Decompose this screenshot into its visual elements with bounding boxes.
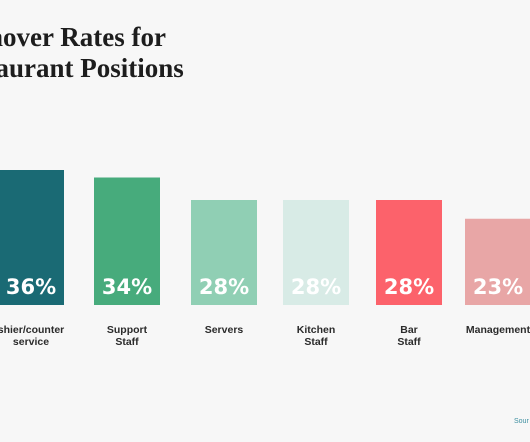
bar-value-label-3: 28%	[291, 275, 341, 299]
bar-5	[465, 218, 530, 305]
category-label-1-line-0: Support	[107, 324, 148, 336]
category-label-4-line-1: Staff	[397, 336, 421, 348]
category-label-3-line-0: Kitchen	[297, 324, 336, 336]
chart-title-line-1: rnover Rates for	[0, 22, 166, 52]
category-label-2-line-0: Servers	[205, 324, 244, 336]
chart-title: rnover Rates for staurant Positions	[0, 22, 306, 84]
category-label-5-line-0: Management	[466, 324, 530, 336]
bar-4	[376, 200, 442, 305]
bar-value-label-2: 28%	[199, 275, 249, 299]
bar-3	[283, 200, 349, 305]
bar-2	[191, 200, 257, 305]
category-label-0-line-1: service	[13, 336, 49, 348]
bar-1	[94, 177, 160, 305]
category-label-0-line-0: shier/counter	[0, 324, 64, 336]
bar-value-label-1: 34%	[102, 275, 152, 299]
category-label-4-line-0: Bar	[400, 324, 418, 336]
category-label-3-line-1: Staff	[304, 336, 328, 348]
bar-value-label-5: 23%	[473, 275, 523, 299]
category-label-1-line-1: Staff	[115, 336, 139, 348]
bar-0	[0, 170, 64, 305]
chart-title-line-2: staurant Positions	[0, 53, 184, 83]
bar-value-label-0: 36%	[6, 275, 56, 299]
bar-value-label-4: 28%	[384, 275, 434, 299]
source-note: Sour	[514, 418, 529, 425]
